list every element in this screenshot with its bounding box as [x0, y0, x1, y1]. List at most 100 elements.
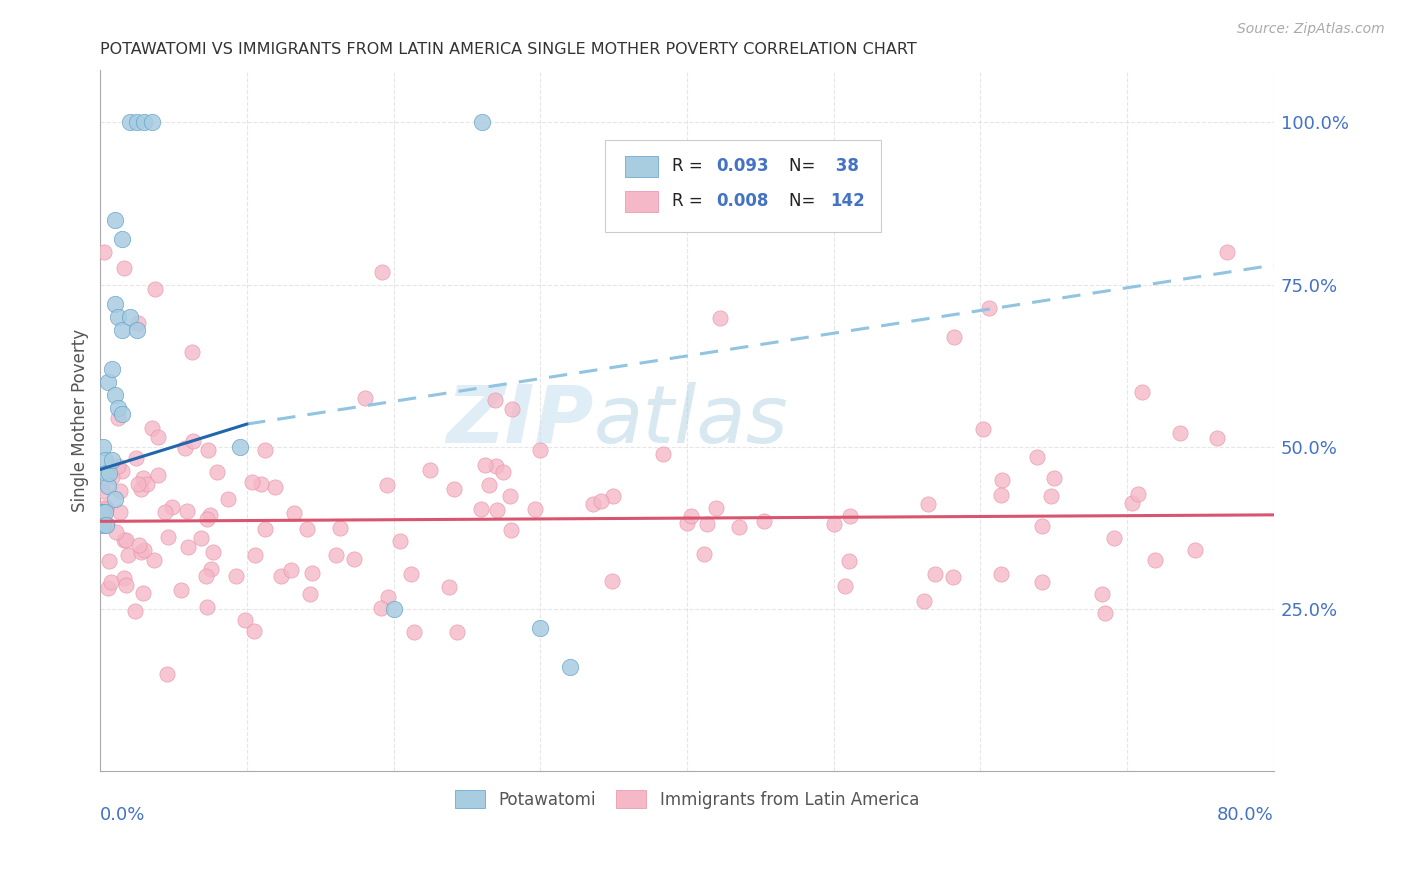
Point [942, 570, 965, 584]
Point [118, 115, 141, 129]
Point [443, 482, 465, 496]
Point [388, 533, 411, 548]
Point [1031, 575, 1053, 590]
Point [990, 567, 1012, 582]
Point [681, 508, 703, 523]
Point [134, 115, 156, 129]
Point [225, 569, 247, 583]
Point [977, 301, 1000, 315]
Point [94, 452, 117, 467]
Point [1168, 426, 1191, 441]
Bar [624, 156, 658, 177]
Point [176, 504, 198, 518]
Point [181, 345, 204, 359]
Point [97, 581, 120, 595]
Point [94, 502, 117, 516]
Point [446, 625, 468, 640]
Point [141, 421, 163, 435]
Point [111, 323, 134, 337]
Point [101, 362, 124, 376]
Point [419, 463, 441, 477]
Point [371, 265, 394, 279]
Point [205, 466, 228, 480]
Point [439, 580, 461, 594]
Point [228, 440, 250, 454]
Point [107, 310, 129, 324]
Point [1216, 245, 1239, 260]
Point [125, 115, 148, 129]
Point [254, 522, 277, 536]
Point [100, 574, 122, 589]
Text: R =: R = [672, 193, 707, 211]
Text: R =: R = [672, 157, 707, 176]
Legend: Potawatomi, Immigrants from Latin America: Potawatomi, Immigrants from Latin Americ… [449, 783, 925, 815]
Point [104, 212, 127, 227]
Point [602, 489, 624, 503]
Point [117, 548, 139, 562]
Point [124, 604, 146, 618]
Point [135, 476, 157, 491]
Point [91, 517, 114, 532]
Point [110, 505, 132, 519]
Point [1184, 542, 1206, 557]
Point [270, 569, 292, 583]
Point [243, 548, 266, 562]
Point [111, 232, 134, 246]
Point [104, 524, 127, 539]
Point [484, 392, 506, 407]
Point [160, 500, 183, 514]
Point [582, 497, 605, 511]
Point [127, 477, 149, 491]
Text: atlas: atlas [593, 382, 787, 459]
Point [112, 261, 135, 276]
Point [752, 514, 775, 528]
Point [156, 666, 179, 681]
Point [499, 523, 522, 537]
Point [194, 569, 217, 583]
Point [972, 422, 994, 436]
Text: N=: N= [789, 157, 821, 176]
Point [478, 477, 501, 491]
Point [129, 545, 152, 559]
Point [1042, 470, 1064, 484]
Point [704, 501, 727, 516]
Point [101, 470, 124, 484]
Point [98, 554, 121, 568]
Point [591, 494, 613, 508]
Point [129, 482, 152, 496]
Point [499, 489, 522, 503]
Text: ZIP: ZIP [446, 382, 593, 459]
Point [101, 452, 124, 467]
Point [676, 516, 699, 531]
Point [353, 392, 375, 406]
Point [118, 310, 141, 324]
Point [523, 501, 546, 516]
Text: 0.008: 0.008 [717, 193, 769, 211]
Point [233, 613, 256, 627]
Point [128, 538, 150, 552]
Point [558, 660, 581, 674]
Point [485, 502, 508, 516]
Point [297, 522, 319, 536]
Point [343, 551, 366, 566]
FancyBboxPatch shape [605, 141, 880, 232]
Point [728, 520, 751, 534]
Y-axis label: Single Mother Poverty: Single Mother Poverty [72, 329, 89, 512]
Point [111, 465, 134, 479]
Point [529, 621, 551, 635]
Point [153, 505, 176, 519]
Point [1094, 606, 1116, 620]
Point [1039, 490, 1062, 504]
Point [107, 401, 129, 415]
Point [104, 388, 127, 402]
Point [217, 491, 239, 506]
Point [96, 517, 118, 532]
Point [169, 582, 191, 597]
Point [1026, 450, 1049, 464]
Point [375, 478, 398, 492]
Point [134, 542, 156, 557]
Point [377, 591, 399, 605]
Point [501, 402, 523, 417]
Point [190, 531, 212, 545]
Point [112, 571, 135, 585]
